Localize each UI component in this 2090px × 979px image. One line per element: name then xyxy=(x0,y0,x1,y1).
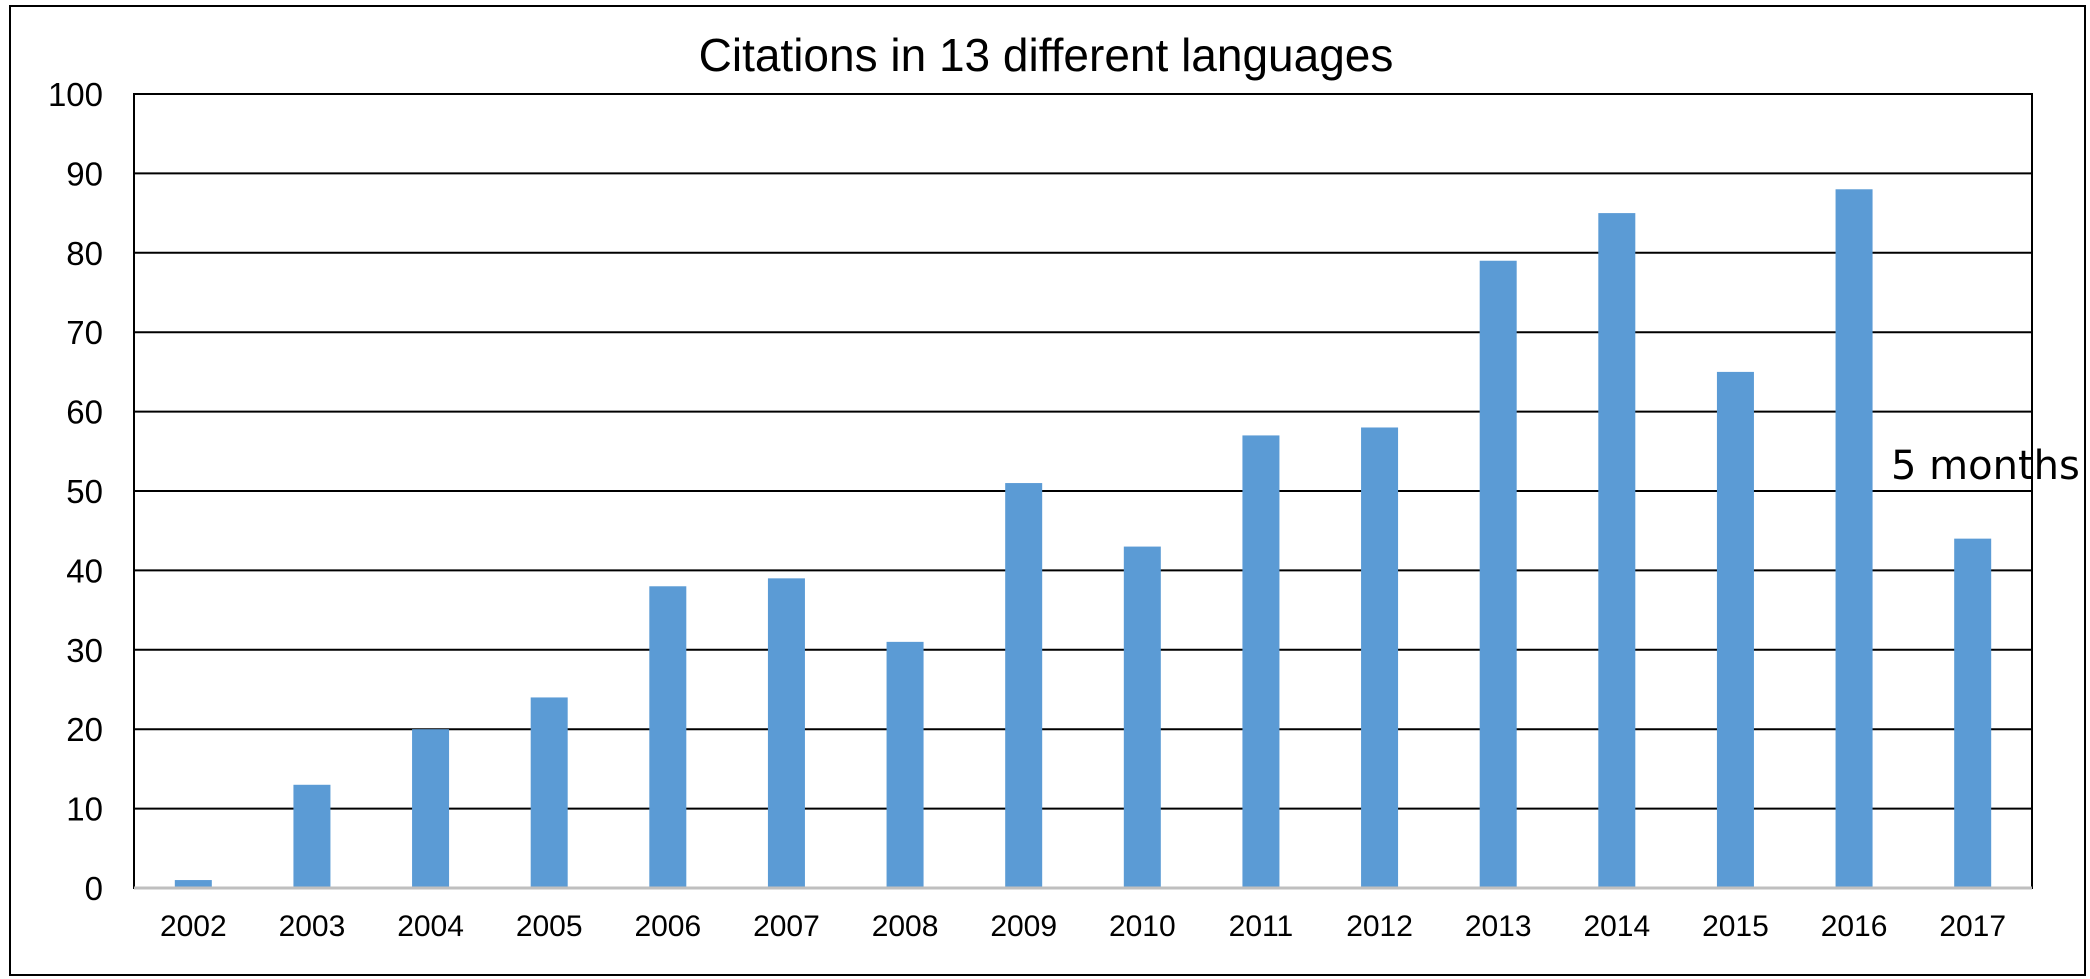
annotation-label: 5 months xyxy=(1891,443,2080,489)
x-tick-label: 2005 xyxy=(516,910,583,943)
x-tick-label: 2011 xyxy=(1229,910,1294,943)
bar-2002 xyxy=(174,880,212,888)
x-tick-label: 2014 xyxy=(1583,910,1650,943)
chart-title: Citations in 13 different languages xyxy=(699,29,1394,81)
x-tick-label: 2004 xyxy=(397,910,464,943)
y-tick-label: 90 xyxy=(66,155,103,192)
bar-2009 xyxy=(1005,483,1043,888)
x-tick-label: 2003 xyxy=(279,910,346,943)
x-tick-label: 2013 xyxy=(1465,910,1532,943)
grid-lines xyxy=(134,172,2032,810)
bar-2007 xyxy=(767,578,805,888)
x-tick-label: 2012 xyxy=(1346,910,1413,943)
bar-2008 xyxy=(886,641,924,888)
x-tick-label: 2015 xyxy=(1702,910,1769,943)
y-tick-label: 50 xyxy=(66,473,103,510)
y-tick-label: 40 xyxy=(66,552,103,589)
bar-2016 xyxy=(1835,189,1873,888)
y-tick-label: 60 xyxy=(66,394,103,431)
bar-2012 xyxy=(1361,427,1399,888)
bar-2003 xyxy=(293,784,331,888)
y-tick-label: 30 xyxy=(66,632,103,669)
x-tick-label: 2010 xyxy=(1109,910,1176,943)
bar-2015 xyxy=(1716,371,1754,888)
bar-2005 xyxy=(530,697,568,888)
y-tick-label: 80 xyxy=(66,235,103,272)
x-tick-label: 2008 xyxy=(872,910,939,943)
bar-2004 xyxy=(412,729,450,888)
bar-2013 xyxy=(1479,260,1517,888)
bar-2006 xyxy=(649,586,687,888)
x-tick-label: 2017 xyxy=(1939,910,2006,943)
x-tick-label: 2007 xyxy=(753,910,820,943)
x-tick-label: 2006 xyxy=(634,910,701,943)
bar-2011 xyxy=(1242,435,1280,888)
bars xyxy=(174,189,1992,889)
y-tick-label: 100 xyxy=(48,76,103,113)
bar-2014 xyxy=(1598,213,1636,889)
y-tick-label: 70 xyxy=(66,314,103,351)
x-tick-label: 2002 xyxy=(160,910,227,943)
y-tick-label: 0 xyxy=(85,870,103,907)
y-axis-tick-labels: 0 10 20 30 40 50 60 70 80 90 100 xyxy=(48,76,103,907)
bar-2017 xyxy=(1954,538,1992,888)
x-tick-label: 2009 xyxy=(990,910,1057,943)
x-axis-tick-labels: 2002 2003 2004 2005 2006 2007 2008 2009 2010 2011… xyxy=(160,910,2006,943)
y-tick-label: 20 xyxy=(66,711,103,748)
bar-2010 xyxy=(1123,546,1161,888)
y-tick-label: 10 xyxy=(66,791,103,828)
x-tick-label: 2016 xyxy=(1821,910,1888,943)
